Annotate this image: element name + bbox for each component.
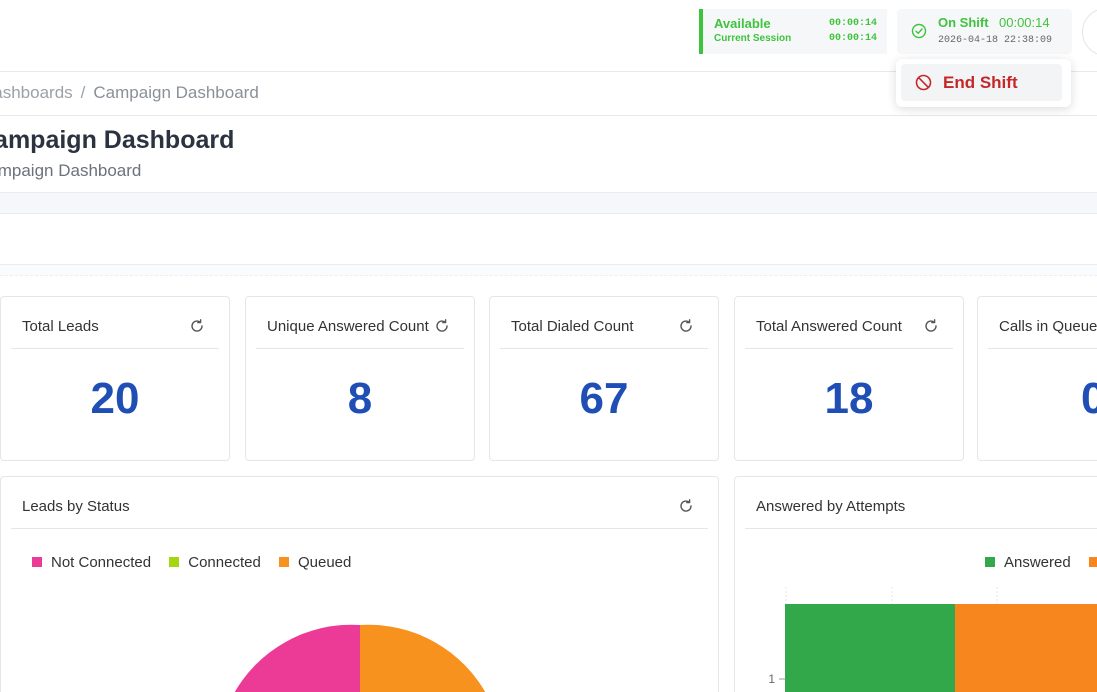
- bar-answered[interactable]: [785, 604, 955, 692]
- legend-swatch: [278, 557, 289, 567]
- breadcrumb-bar: Dashboards / Campaign Dashboard: [0, 72, 1097, 116]
- end-shift-menu-item[interactable]: End Shift: [901, 64, 1062, 101]
- end-shift-label: End Shift: [943, 73, 1018, 92]
- stat-card-value: 8: [347, 374, 373, 423]
- stat-card-label: Calls in Queue: [999, 318, 1097, 335]
- shift-start-datetime: 2026-04-18 22:38:09: [938, 35, 1053, 46]
- refresh-icon[interactable]: [189, 318, 205, 334]
- answered-by-attempts-panel: Answered by Attempts Answered 1: [734, 476, 1097, 692]
- panel-header: Answered by Attempts: [745, 477, 1097, 529]
- legend-item-queued[interactable]: Queued: [278, 554, 352, 571]
- panel-title: Leads by Status: [22, 498, 130, 515]
- agent-status-indicator[interactable]: Available Current Session 00:00:14 00:00…: [699, 9, 887, 54]
- refresh-icon[interactable]: [678, 318, 694, 334]
- stat-card-label: Unique Answered Count: [267, 318, 429, 335]
- stat-card-header: Total Dialed Count: [500, 297, 708, 349]
- stat-card-label: Total Leads: [22, 318, 99, 335]
- ban-icon: [915, 74, 932, 91]
- stat-card-header: Calls in Queue: [988, 297, 1097, 349]
- stat-card-header: Unique Answered Count: [256, 297, 464, 349]
- stat-card-header: Total Leads: [11, 297, 219, 349]
- pie-legend: Not Connected Connected Queued: [32, 554, 365, 571]
- answered-by-attempts-bar-chart: 1: [768, 587, 1097, 692]
- legend-item-answered[interactable]: Answered: [985, 554, 1071, 571]
- stat-card-value: 18: [824, 374, 874, 423]
- stat-card-label: Total Dialed Count: [511, 318, 634, 335]
- legend-swatch: [1088, 557, 1097, 567]
- stat-card-unique-answered-count: Unique Answered Count 8: [245, 296, 475, 461]
- refresh-icon[interactable]: [434, 318, 450, 334]
- legend-item-connected[interactable]: Connected: [169, 554, 261, 571]
- legend-item-not-connected[interactable]: Not Connected: [32, 554, 151, 571]
- legend-swatch: [985, 557, 995, 567]
- filter-strip: [0, 192, 1097, 214]
- legend-item-second-series[interactable]: [1088, 554, 1097, 571]
- panel-title: Answered by Attempts: [756, 498, 906, 515]
- stat-card-total-answered-count: Total Answered Count 18: [734, 296, 964, 461]
- agent-status-sub-label: Current Session: [714, 33, 792, 44]
- pie-slice-queued[interactable]: [360, 624, 488, 692]
- page-title: Campaign Dashboard: [0, 126, 235, 154]
- legend-label: Not Connected: [51, 554, 152, 571]
- stat-card-value: 20: [90, 374, 140, 423]
- filter-strip-bottom: [0, 264, 1097, 276]
- check-circle-icon: [911, 23, 927, 39]
- breadcrumb-current: Campaign Dashboard: [93, 83, 259, 102]
- bar-legend: Answered: [985, 554, 1097, 571]
- y-tick-label: 1: [768, 672, 775, 686]
- pie-slice-not-connected-visible[interactable]: [232, 624, 360, 692]
- leads-by-status-panel: Leads by Status Not Connected Connected …: [0, 476, 719, 692]
- legend-label: Queued: [297, 554, 352, 571]
- stat-card-total-dialed-count: Total Dialed Count 67: [489, 296, 719, 461]
- stat-card-calls-in-queue: Calls in Queue 0: [977, 296, 1097, 461]
- shift-dropdown-menu: End Shift: [896, 59, 1071, 107]
- stat-card-label: Total Answered Count: [756, 318, 902, 335]
- breadcrumb-separator: /: [80, 83, 86, 102]
- shift-timer: 00:00:14: [999, 15, 1050, 30]
- shift-status-label: On Shift: [938, 15, 989, 30]
- stat-card-total-leads: Total Leads 20: [0, 296, 230, 461]
- top-header: Available Current Session 00:00:14 00:00…: [0, 0, 1097, 72]
- breadcrumb-dashboards-link[interactable]: Dashboards: [0, 83, 73, 102]
- legend-label: Connected: [188, 554, 261, 571]
- legend-swatch: [32, 557, 42, 567]
- legend-swatch: [169, 557, 180, 567]
- bar-second-series[interactable]: [955, 604, 1097, 692]
- page-subtitle: Campaign Dashboard: [0, 161, 142, 180]
- refresh-icon[interactable]: [678, 498, 694, 514]
- leads-by-status-pie-chart: [232, 624, 488, 692]
- section-divider: [0, 275, 1097, 276]
- profile-avatar-button[interactable]: [1082, 8, 1097, 56]
- status-timer-primary: 00:00:14: [828, 18, 877, 29]
- breadcrumb: Dashboards / Campaign Dashboard: [0, 83, 259, 103]
- status-timer-secondary: 00:00:14: [828, 33, 877, 44]
- stat-card-value: 0: [1081, 374, 1097, 424]
- panel-header: Leads by Status: [11, 477, 708, 529]
- agent-status-label: Available: [714, 16, 771, 31]
- legend-label: Answered: [1004, 554, 1071, 571]
- shift-toggle-button[interactable]: On Shift 00:00:14 2026-04-18 22:38:09: [897, 9, 1072, 54]
- stat-card-value: 67: [579, 374, 629, 423]
- refresh-icon[interactable]: [923, 318, 939, 334]
- stat-card-header: Total Answered Count: [745, 297, 953, 349]
